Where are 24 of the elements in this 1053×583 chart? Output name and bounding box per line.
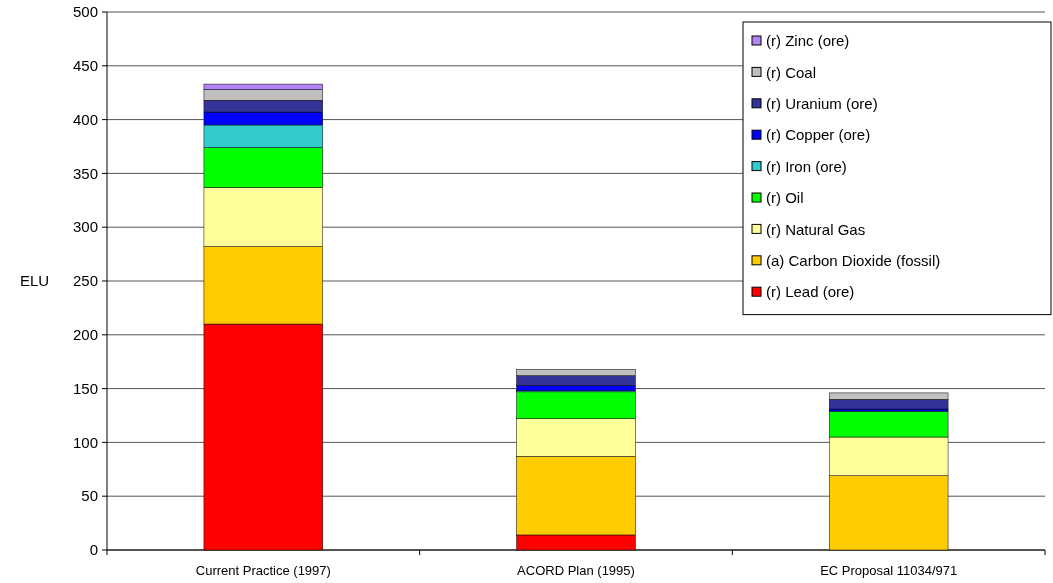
x-tick-label: ACORD Plan (1995)	[517, 563, 635, 578]
legend-label: (a) Carbon Dioxide (fossil)	[766, 252, 941, 270]
legend-label: (r) Zinc (ore)	[766, 32, 850, 50]
legend-label: (r) Uranium (ore)	[766, 95, 878, 113]
y-tick-label: 500	[72, 3, 98, 21]
legend-label: (r) Natural Gas	[766, 220, 866, 238]
y-tick-label: 50	[81, 487, 98, 505]
x-tick-label: EC Proposal 11034/971	[820, 563, 958, 578]
y-tick-label: 0	[89, 541, 98, 559]
legend-label: (r) Coal	[766, 63, 817, 81]
x-tick-label: Current Practice (1997)	[195, 563, 331, 578]
y-tick-label: 400	[72, 110, 98, 128]
y-tick-label: 350	[72, 164, 98, 182]
legend-label: (r) Oil	[766, 189, 804, 207]
y-tick-label: 300	[72, 218, 98, 236]
y-tick-label: 150	[72, 379, 98, 397]
legend-label: (r) Lead (ore)	[766, 283, 855, 301]
legend-label: (r) Iron (ore)	[766, 157, 847, 175]
y-tick-label: 100	[72, 433, 98, 451]
y-tick-label: 450	[72, 57, 98, 75]
y-tick-label: 200	[72, 326, 98, 344]
legend-label: (r) Copper (ore)	[766, 126, 871, 144]
y-tick-label: 250	[72, 272, 98, 290]
y-axis-title: ELU	[20, 272, 50, 289]
